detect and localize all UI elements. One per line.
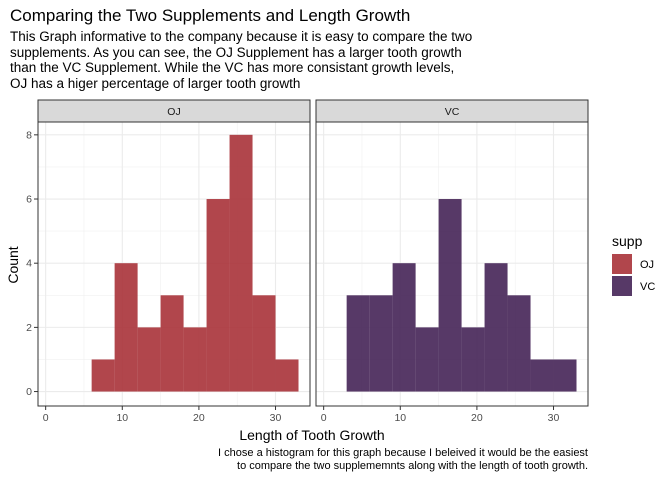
histogram-bar	[530, 359, 554, 392]
legend-label-oj: OJ	[640, 259, 654, 271]
legend-label-vc: VC	[640, 281, 655, 293]
histogram-bar	[252, 295, 276, 392]
subtitle-line: This Graph informative to the company be…	[10, 29, 473, 44]
histogram-bar	[369, 295, 393, 392]
histogram-bar	[275, 359, 299, 392]
y-tick-label: 2	[26, 322, 32, 334]
histogram-bar	[438, 199, 462, 392]
histogram-bar	[484, 263, 508, 392]
y-tick-label: 0	[26, 386, 32, 398]
histogram-bar	[91, 359, 115, 392]
legend: supp OJ VC	[612, 233, 655, 296]
x-axis-label: Length of Tooth Growth	[239, 427, 384, 443]
subtitle-line: than the VC Supplement. While the VC has…	[10, 60, 455, 75]
y-tick-label: 4	[26, 258, 32, 270]
y-tick-label: 8	[26, 129, 32, 141]
x-tick-label: 10	[116, 412, 128, 424]
x-tick-label: 20	[193, 412, 205, 424]
y-tick-label: 6	[26, 194, 32, 206]
histogram-bar	[392, 263, 416, 392]
x-tick-label: 10	[394, 412, 406, 424]
subtitle-line: OJ has a higer percentage of larger toot…	[10, 75, 301, 91]
axes: Count Length of Tooth Growth 0 2 4 6 8	[5, 129, 385, 443]
caption-line: I chose a histogram for this graph becau…	[218, 447, 588, 459]
chart-title: Comparing the Two Supplements and Length…	[10, 6, 411, 25]
facet-panel-oj: OJ 0 10 20 30	[37, 99, 311, 424]
facet-panels: OJ 0 10 20 30 VC 0 10 20 30	[37, 99, 589, 424]
histogram-bar	[507, 295, 531, 392]
chart-caption: I chose a histogram for this graph becau…	[218, 447, 588, 473]
histogram-bar	[346, 295, 370, 392]
facet-strip-label: OJ	[167, 106, 180, 118]
x-tick-label: 30	[548, 412, 560, 424]
facet-strip	[37, 99, 311, 123]
caption-line: to compare the two supplememnts along wi…	[237, 460, 588, 472]
facet-strip-label: VC	[445, 106, 460, 118]
x-tick-label: 0	[43, 412, 49, 424]
histogram-bar	[160, 295, 184, 392]
histogram-bar	[183, 327, 207, 392]
histogram-bar	[553, 359, 577, 392]
facet-panel-vc: VC 0 10 20 30	[315, 99, 589, 424]
x-tick-label: 20	[471, 412, 483, 424]
histogram-bar	[461, 327, 485, 392]
histogram-bar	[415, 327, 439, 392]
x-tick-label: 0	[321, 412, 327, 424]
y-axis-label: Count	[5, 246, 21, 283]
histogram-bar	[206, 199, 230, 392]
chart-subtitle: This Graph informative to the company be…	[10, 29, 570, 91]
histogram-bar	[229, 134, 253, 392]
legend-key-oj	[612, 254, 632, 274]
subtitle-line: supplements. As you can see, the OJ Supp…	[10, 44, 462, 60]
facet-strip	[315, 99, 589, 123]
legend-title: supp	[612, 233, 643, 249]
histogram-bar	[137, 327, 161, 392]
x-tick-label: 30	[270, 412, 282, 424]
histogram-bar	[114, 263, 138, 392]
legend-key-vc	[612, 276, 632, 296]
